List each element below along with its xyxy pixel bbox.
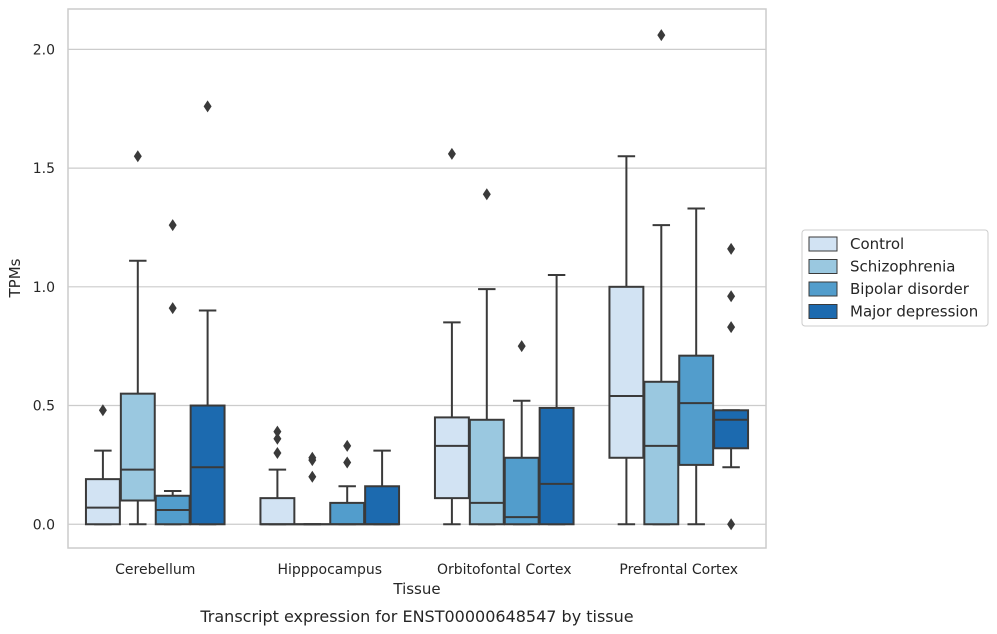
legend-swatch <box>808 259 838 274</box>
x-axis-label: Tissue <box>392 580 440 598</box>
y-tick-label: 1.5 <box>33 161 55 177</box>
box-1-0 <box>259 425 296 526</box>
outlier-point <box>273 447 282 460</box>
box-0-1 <box>119 150 156 526</box>
y-tick-labels: 0.0 0.5 1.0 1.5 2.0 <box>33 42 55 533</box>
box-0-3 <box>189 100 226 526</box>
box-0-2 <box>154 219 191 526</box>
outlier-point <box>273 425 282 438</box>
x-tick-label: Prefrontal Cortex <box>619 562 738 578</box>
y-tick-label: 1.0 <box>33 280 55 296</box>
outlier-point <box>657 29 666 42</box>
box-3-3 <box>713 242 750 531</box>
box-0-0 <box>84 404 121 526</box>
box-2-1 <box>468 188 505 526</box>
outlier-point <box>482 188 491 201</box>
box-iqr <box>84 478 121 526</box>
outlier-point <box>98 404 107 417</box>
legend-swatch <box>808 281 838 297</box>
outlier-point <box>727 321 736 334</box>
legend-label: Control <box>850 235 904 253</box>
outlier-point <box>727 242 736 255</box>
box-iqr <box>538 406 575 526</box>
y-tick-label: 0.0 <box>33 517 55 533</box>
y-tick-label: 2.0 <box>33 42 55 58</box>
x-tick-label: Orbitofontal Cortex <box>437 562 572 578</box>
outlier-point <box>447 147 456 160</box>
legend-label: Schizophrenia <box>850 258 955 276</box>
outlier-point <box>343 439 352 452</box>
outlier-point <box>203 100 212 113</box>
box-iqr <box>678 354 715 466</box>
outlier-point <box>168 219 177 232</box>
plot-frame <box>67 8 767 549</box>
box-3-1 <box>643 29 680 526</box>
box-iqr <box>468 418 505 526</box>
outlier-point <box>308 451 317 464</box>
box-iqr <box>259 497 296 526</box>
y-axis-label: TPMs <box>6 258 24 298</box>
outlier-point <box>273 432 282 445</box>
box-iqr <box>643 380 680 526</box>
box-3-2 <box>678 207 715 526</box>
outlier-point <box>727 518 736 531</box>
outlier-point <box>727 290 736 303</box>
legend-swatch <box>808 236 838 252</box>
legend-frame <box>801 229 989 327</box>
box-iqr <box>433 416 470 500</box>
outlier-point <box>168 302 177 315</box>
box-1-3 <box>364 449 401 526</box>
x-tick-label: Hipppocampus <box>277 562 382 578</box>
box-2-0 <box>433 147 470 526</box>
box-3-0 <box>608 155 645 526</box>
x-tick-labels: Cerebellum Hipppocampus Orbitofontal Corte… <box>115 562 738 578</box>
box-1-2 <box>329 439 366 526</box>
outlier-point <box>517 340 526 353</box>
box-iqr <box>608 285 645 459</box>
box-iqr <box>329 501 366 526</box>
outlier-point <box>308 470 317 483</box>
box-2-3 <box>538 273 575 526</box>
outlier-point <box>343 456 352 469</box>
box-iqr <box>364 485 401 526</box>
box-iqr <box>503 456 540 526</box>
y-tick-label: 0.5 <box>33 399 55 415</box>
box-series <box>84 29 750 531</box>
box-iqr <box>713 409 750 450</box>
box-iqr <box>189 404 226 526</box>
box-iqr <box>119 392 156 502</box>
box-2-2 <box>503 340 540 526</box>
legend: Control Schizophrenia Bipolar disorder Majo… <box>801 229 989 327</box>
outlier-point <box>133 150 142 163</box>
chart-caption: Transcript expression for ENST0000064854… <box>199 607 633 626</box>
legend-label: Bipolar disorder <box>850 280 970 298</box>
legend-swatch <box>808 304 838 319</box>
x-tick-label: Cerebellum <box>115 562 195 578</box>
box-1-1 <box>294 451 331 526</box>
legend-label: Major depression <box>850 303 978 321</box>
